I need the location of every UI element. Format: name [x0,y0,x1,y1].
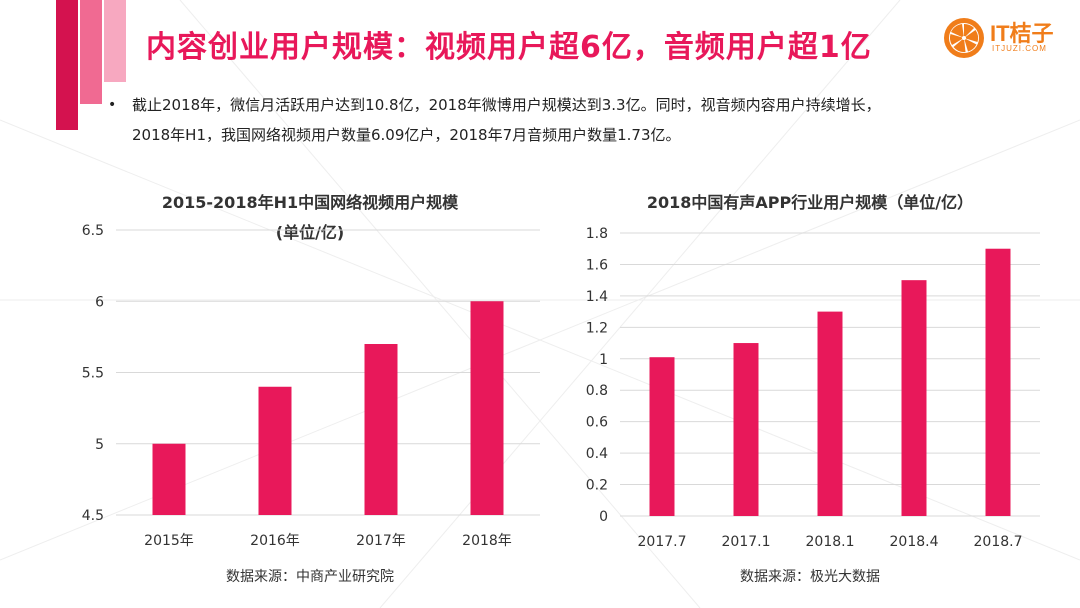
chart2-bar [817,311,843,516]
chart1-bar [470,301,504,515]
chart2-ytick-label: 0.4 [586,446,608,462]
chart2-bar [901,280,927,516]
chart2-ytick-label: 0 [599,509,608,525]
chart2-title-line1: 2018中国有声APP行业用户规模（单位/亿） [646,193,974,212]
chart2-bar [733,343,759,516]
decor-bar-dark [56,0,78,130]
decor-bar-light [104,0,126,82]
chart1-source: 数据来源：中商产业研究院 [226,569,394,585]
bullet-icon: • [108,97,117,113]
chart2-ytick-label: 0.8 [586,383,608,399]
logo-url: ITJUZI.COM [992,44,1047,53]
chart1-ytick-label: 5.5 [82,366,104,382]
chart2-xtick-label: 2018.1 [806,534,855,550]
chart1-xtick-label: 2015年 [144,533,194,549]
chart2-xtick-label: 2018.7 [974,534,1023,550]
chart1-bar [364,344,398,515]
decor-bar-mid [80,0,102,104]
page-title: 内容创业用户规模：视频用户超6亿，音频用户超1亿 [146,30,872,65]
chart2-ytick-label: 1.8 [586,226,608,242]
chart2-ytick-label: 1.4 [586,289,608,305]
orange-slice-icon [944,18,984,58]
chart2-ytick-label: 1.6 [586,257,608,273]
chart1-bar [258,386,292,515]
chart2-ytick-label: 1.2 [586,320,608,336]
chart1-xtick-label: 2018年 [462,533,512,549]
brand-logo: IT桔子 ITJUZI.COM [940,14,1070,64]
chart1-title-line2: (单位/亿) [275,223,345,242]
summary-line-1: 截止2018年，微信月活跃用户达到10.8亿，2018年微博用户规模达到3.3亿… [132,96,881,114]
chart1-ytick-label: 6 [95,294,104,310]
chart2-title: 2018中国有声APP行业用户规模（单位/亿） [580,188,1040,218]
chart1-xtick-label: 2016年 [250,533,300,549]
chart2-xtick-label: 2017.1 [722,534,771,550]
chart1-ytick-label: 6.5 [82,223,104,239]
chart1-xtick-label: 2017年 [356,533,406,549]
summary-text: • 截止2018年，微信月活跃用户达到10.8亿，2018年微博用户规模达到3.… [108,90,1050,150]
chart2-xtick-label: 2017.7 [638,534,687,550]
chart2-ytick-label: 0.6 [586,415,608,431]
chart1-ytick-label: 4.5 [82,508,104,524]
chart1-title: 2015-2018年H1中国网络视频用户规模 (单位/亿) [110,188,510,248]
chart1-ytick-label: 5 [95,437,104,453]
chart1-title-line1: 2015-2018年H1中国网络视频用户规模 [161,193,459,212]
chart2-xtick-label: 2018.4 [890,534,939,550]
chart2-source: 数据来源：极光大数据 [740,569,880,585]
logo-name: IT桔子 [990,21,1054,46]
chart2-ytick-label: 1 [599,352,608,368]
summary-line-2: 2018年H1，我国网络视频用户数量6.09亿户，2018年7月音频用户数量1.… [132,126,681,144]
chart1-bar [152,443,186,515]
chart2-ytick-label: 0.2 [586,478,608,494]
chart2-bar [985,248,1011,516]
chart2-bar [649,357,675,516]
